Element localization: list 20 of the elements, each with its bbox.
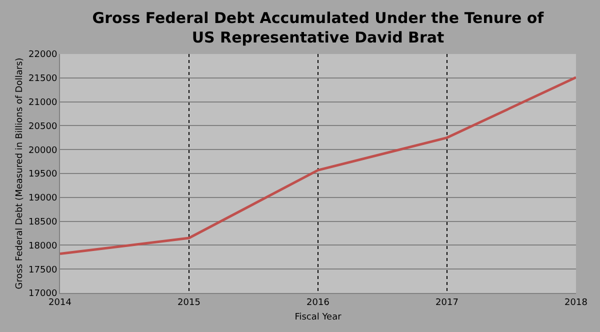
y-tick-label: 21000 xyxy=(28,98,58,108)
x-tick-label: 2018 xyxy=(564,298,588,308)
y-tick-label: 19500 xyxy=(28,170,58,180)
y-tick-label: 21500 xyxy=(28,74,58,84)
y-tick-label: 17000 xyxy=(28,289,58,300)
y-tick-label: 19000 xyxy=(28,194,58,204)
line-series xyxy=(60,76,576,256)
y-tick-label: 22000 xyxy=(28,50,58,60)
y-tick-label: 18500 xyxy=(28,217,58,228)
y-tick-label: 17500 xyxy=(28,265,58,276)
y-axis-title: Gross Federal Debt (Measured in Billions of Dollars) xyxy=(14,58,25,290)
y-tick-label: 20000 xyxy=(28,146,58,156)
x-tick-label: 2017 xyxy=(436,298,458,308)
x-axis-title: Fiscal Year xyxy=(294,312,342,323)
x-tick-label: 2015 xyxy=(178,298,200,308)
y-tick-label: 20500 xyxy=(28,122,58,132)
chart-title: Gross Federal Debt Accumulated Under the Tenure of US Representative David Brat xyxy=(92,9,544,47)
y-tick-label: 18000 xyxy=(28,241,58,252)
x-tick-label: 2016 xyxy=(306,298,330,308)
x-tick-label: 2014 xyxy=(48,298,72,308)
